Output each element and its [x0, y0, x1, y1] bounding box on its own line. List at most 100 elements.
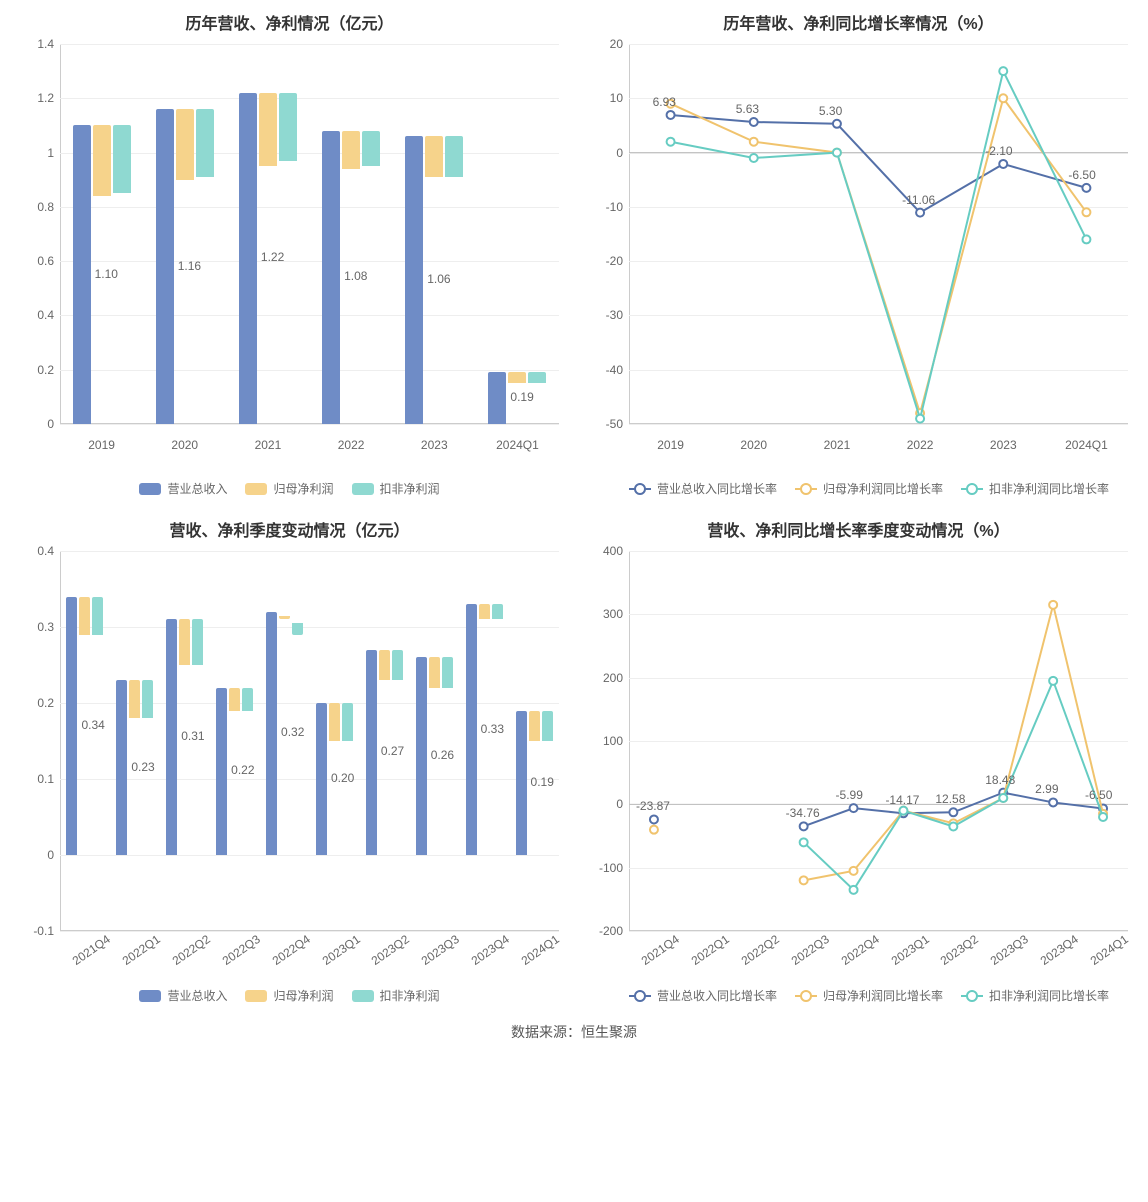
y-tick-label: -100 — [599, 861, 629, 875]
y-tick-label: 0 — [616, 146, 629, 160]
series-marker — [999, 794, 1007, 802]
bar — [166, 619, 177, 855]
legend-item: 扣非净利润 — [352, 987, 440, 1004]
x-tick-label: 2021 — [226, 434, 309, 452]
value-label: 12.58 — [935, 792, 965, 806]
x-tick-label: 2022Q1 — [114, 927, 165, 970]
series-marker — [949, 808, 957, 816]
bar — [366, 650, 377, 855]
series-marker — [750, 138, 758, 146]
series-marker — [850, 886, 858, 894]
legend-item: 扣非净利润同比增长率 — [961, 480, 1109, 497]
bar — [279, 616, 290, 620]
bar — [242, 688, 253, 711]
legend-label: 扣非净利润 — [380, 987, 440, 1004]
data-source-label: 数据来源：恒生聚源 — [10, 1022, 1138, 1042]
chart-quarterly-revenue-profit: 营收、净利季度变动情况（亿元） -0.100.10.20.30.40.340.2… — [10, 517, 569, 1004]
legend-swatch — [139, 483, 161, 495]
bar — [279, 93, 297, 161]
chart-title: 营收、净利同比增长率季度变动情况（%） — [579, 517, 1138, 541]
charts-grid: 历年营收、净利情况（亿元） 00.20.40.60.811.21.41.101.… — [10, 10, 1138, 1004]
bar — [508, 372, 526, 383]
value-label: 0.19 — [510, 390, 533, 404]
line-svg — [629, 44, 1128, 424]
x-tick-label: 2022 — [879, 434, 962, 452]
value-label: 0.23 — [131, 760, 154, 774]
bar — [492, 604, 503, 619]
chart-annual-revenue-profit: 历年营收、净利情况（亿元） 00.20.40.60.811.21.41.101.… — [10, 10, 569, 497]
y-tick-label: 0.1 — [37, 772, 60, 786]
bar — [329, 703, 340, 741]
plot-area: -0.100.10.20.30.40.340.230.310.220.320.2… — [60, 551, 559, 931]
bar — [113, 125, 131, 193]
bar — [316, 703, 327, 855]
series-marker — [667, 138, 675, 146]
y-tick-label: 400 — [603, 544, 629, 558]
bar — [362, 131, 380, 166]
value-label: 0.32 — [281, 725, 304, 739]
x-tick-label: 2023 — [962, 434, 1045, 452]
legend-item: 营业总收入 — [139, 480, 227, 497]
x-tick-label: 2023Q2 — [933, 927, 984, 970]
legend-swatch — [961, 488, 983, 490]
x-tick-label: 2023Q1 — [314, 927, 365, 970]
series-marker — [1082, 235, 1090, 243]
bar — [142, 680, 153, 718]
gridline — [60, 551, 559, 552]
bar — [379, 650, 390, 680]
value-label: 5.30 — [819, 104, 842, 118]
legend: 营业总收入 归母净利润 扣非净利润 — [10, 987, 569, 1004]
x-tick-label: 2021Q4 — [65, 927, 116, 970]
y-tick-label: 200 — [603, 671, 629, 685]
legend-item: 归母净利润 — [245, 480, 333, 497]
y-tick-label: 0.6 — [37, 254, 60, 268]
bar — [129, 680, 140, 718]
value-label: -2.10 — [985, 144, 1012, 158]
x-tick-label: 2022Q1 — [683, 927, 734, 970]
value-label: -5.99 — [836, 788, 863, 802]
bar — [488, 372, 506, 424]
value-label: 1.22 — [261, 250, 284, 264]
chart-title: 历年营收、净利同比增长率情况（%） — [579, 10, 1138, 34]
legend-item: 归母净利润同比增长率 — [795, 480, 943, 497]
bar — [196, 109, 214, 177]
y-tick-label: 300 — [603, 607, 629, 621]
x-axis: 2021Q42022Q12022Q22022Q32022Q42023Q12023… — [60, 941, 559, 959]
series-marker — [916, 209, 924, 217]
plot-area: 00.20.40.60.811.21.41.101.161.221.081.06… — [60, 44, 559, 424]
legend-swatch — [352, 990, 374, 1002]
bar — [466, 604, 477, 855]
x-tick-label: 2024Q1 — [514, 927, 565, 970]
series-marker — [999, 160, 1007, 168]
legend-item: 营业总收入同比增长率 — [629, 987, 777, 1004]
x-tick-label: 2022 — [310, 434, 393, 452]
series-marker — [800, 876, 808, 884]
bar — [425, 136, 443, 177]
x-tick-label: 2024Q1 — [476, 434, 559, 452]
x-axis: 201920202021202220232024Q1 — [60, 434, 559, 452]
legend-item: 归母净利润 — [245, 987, 333, 1004]
y-tick-label: 20 — [610, 37, 629, 51]
series-marker — [750, 154, 758, 162]
legend: 营业总收入同比增长率归母净利润同比增长率扣非净利润同比增长率 — [579, 480, 1138, 497]
value-label: -11.06 — [902, 193, 935, 207]
value-label: 0.26 — [431, 748, 454, 762]
legend-label: 营业总收入 — [167, 987, 227, 1004]
bar — [292, 623, 303, 634]
x-tick-label: 2023Q3 — [414, 927, 465, 970]
y-tick-label: -200 — [599, 924, 629, 938]
x-tick-label: 2022Q2 — [164, 927, 215, 970]
legend-swatch — [795, 995, 817, 997]
legend: 营业总收入同比增长率归母净利润同比增长率扣非净利润同比增长率 — [579, 987, 1138, 1004]
legend-swatch — [245, 990, 267, 1002]
y-tick-label: -10 — [606, 200, 629, 214]
bar — [342, 131, 360, 169]
value-label: 18.48 — [985, 773, 1015, 787]
legend-label: 归母净利润同比增长率 — [823, 987, 943, 1004]
series-line — [671, 71, 1087, 418]
bar — [542, 711, 553, 741]
bar — [429, 657, 440, 687]
x-tick-label: 2020 — [143, 434, 226, 452]
y-tick-label: 100 — [603, 734, 629, 748]
legend-label: 归母净利润 — [273, 480, 333, 497]
